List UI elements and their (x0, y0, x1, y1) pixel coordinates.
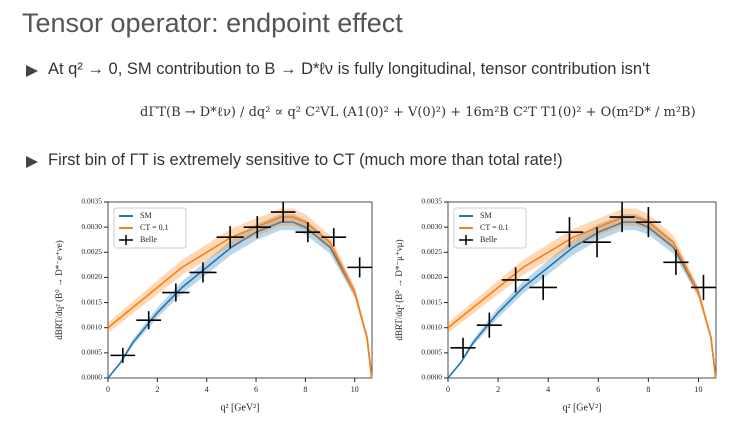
y-tick-label: 0.0025 (421, 247, 442, 256)
equation: dΓT(B → D*ℓν) / dq² ∝ q² C²VL (A1(0)² + … (140, 105, 696, 120)
y-tick-label: 0.0035 (421, 197, 442, 206)
x-tick-label: 4 (205, 385, 209, 394)
x-tick-label: 8 (646, 385, 650, 394)
legend-box (453, 207, 527, 249)
x-tick-label: 10 (351, 385, 359, 394)
legend-label: SM (140, 211, 152, 220)
y-tick-label: 0.0000 (421, 373, 442, 382)
slide-title: Tensor operator: endpoint effect (22, 8, 403, 38)
bullet-text: First bin of ΓT is extremely sensitive t… (48, 151, 563, 169)
y-tick-label: 0.0005 (421, 348, 442, 357)
legend-label: Belle (140, 235, 157, 244)
error-band (108, 214, 372, 378)
y-tick-label: 0.0010 (81, 322, 102, 331)
x-tick-label: 2 (155, 385, 159, 394)
plot-frame (107, 201, 373, 379)
legend-label: Belle (480, 235, 497, 244)
y-tick-label: 0.0030 (421, 222, 442, 231)
series-line (447, 216, 717, 379)
y-tick-label: 0.0015 (81, 297, 102, 306)
y-axis-label: dBRT/dq² (B⁰ → D*⁻μ⁺νμ) (394, 239, 404, 340)
x-tick-label: 8 (303, 385, 307, 394)
legend-label: CT = 0.1 (480, 223, 509, 232)
y-tick-label: 0.0020 (81, 272, 102, 281)
x-tick-label: 0 (106, 385, 110, 394)
legend-label: CT = 0.1 (140, 223, 169, 232)
plot-frame (447, 201, 717, 379)
y-tick-label: 0.0010 (421, 322, 442, 331)
bullet-icon (26, 156, 38, 168)
y-tick-label: 0.0035 (81, 197, 102, 206)
y-tick-label: 0.0020 (421, 272, 442, 281)
y-tick-label: 0.0000 (81, 373, 102, 382)
x-axis-label: q² [GeV²] (562, 402, 601, 413)
y-axis-label: dBRT/dq² (B⁰ → D*⁻e⁺νe) (54, 240, 64, 340)
x-tick-label: 10 (694, 385, 702, 394)
y-tick-label: 0.0025 (81, 247, 102, 256)
x-tick-label: 6 (596, 385, 600, 394)
legend-box (113, 207, 187, 249)
error-band (448, 214, 716, 378)
y-tick-label: 0.0030 (81, 222, 102, 231)
y-tick-label: 0.0015 (421, 297, 442, 306)
x-tick-label: 0 (446, 385, 450, 394)
x-tick-label: 2 (496, 385, 500, 394)
bullet-icon (26, 65, 38, 77)
x-axis-label: q² [GeV²] (220, 402, 259, 413)
bullet-text: At q² → 0, SM contribution to B → D*ℓν i… (48, 60, 650, 78)
legend-label: SM (480, 211, 492, 220)
x-tick-label: 6 (254, 385, 258, 394)
y-tick-label: 0.0005 (81, 348, 102, 357)
x-tick-label: 4 (546, 385, 550, 394)
